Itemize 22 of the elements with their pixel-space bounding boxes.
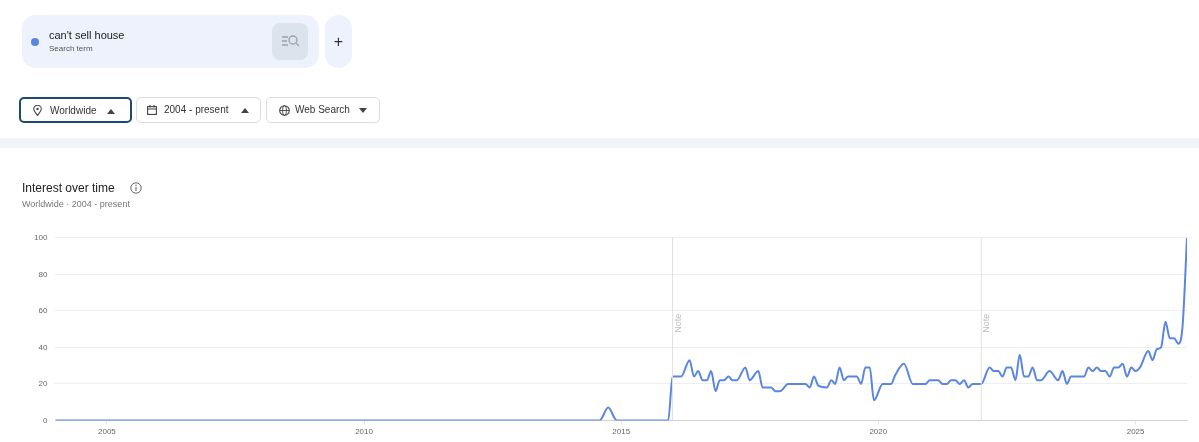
y-tick-label: 0 bbox=[42, 415, 48, 425]
x-tick-label: 2015 bbox=[612, 427, 631, 437]
chart-subtitle: Worldwide · 2004 - present bbox=[22, 199, 130, 209]
line-series bbox=[55, 237, 1187, 421]
text: + bbox=[325, 15, 352, 68]
text: Search term bbox=[49, 44, 93, 53]
x-tick-label: 2025 bbox=[1126, 427, 1146, 437]
ref-line-label: Note bbox=[981, 313, 992, 333]
y-tick-label: 20 bbox=[38, 379, 48, 389]
text: Web Search bbox=[295, 104, 350, 115]
x-tick-label: 2010 bbox=[355, 427, 374, 437]
x-tick-label: 2005 bbox=[97, 427, 117, 437]
y-tick-label: 80 bbox=[38, 269, 48, 279]
y-tick-label: 60 bbox=[38, 306, 48, 316]
chart-title: Interest over time bbox=[22, 181, 115, 195]
x-tick-label: 2020 bbox=[869, 427, 888, 437]
y-tick-label: 100 bbox=[33, 233, 48, 242]
text: 2004 - present bbox=[164, 104, 229, 115]
ref-line-label: Note bbox=[672, 313, 683, 333]
y-tick-label: 40 bbox=[38, 342, 48, 352]
legend-label: can't sell house bbox=[49, 29, 125, 41]
text: Worldwide bbox=[50, 105, 97, 116]
